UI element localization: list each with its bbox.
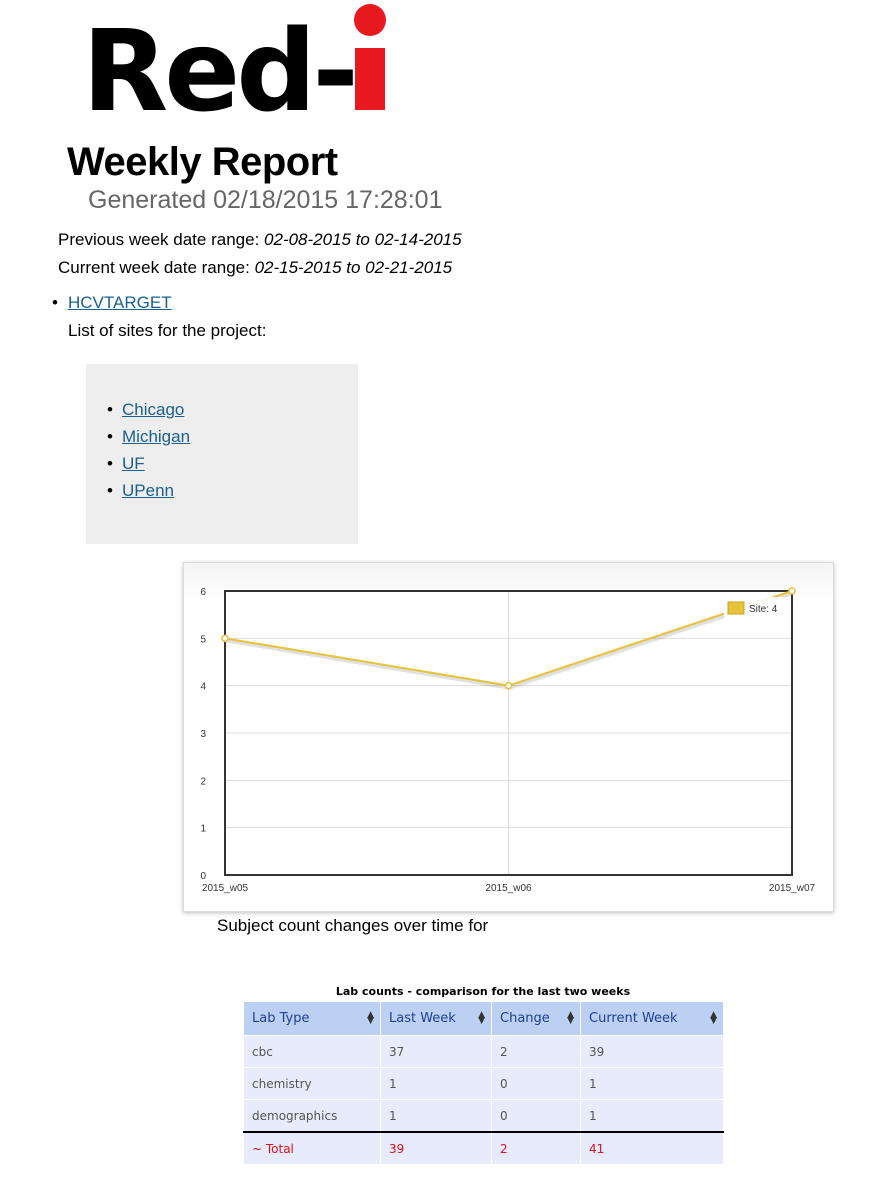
site-link-michigan[interactable]: Michigan [122, 427, 191, 446]
y-tick-label: 1 [200, 824, 206, 835]
sites-panel: • Chicago • Michigan • UF • UPenn [86, 364, 358, 544]
logo-i-stem [355, 48, 385, 110]
cell-change: 0 [491, 1067, 581, 1100]
site-link-uf[interactable]: UF [122, 454, 145, 473]
x-tick-label: 2015_w06 [485, 883, 532, 894]
y-tick-label: 3 [200, 729, 206, 740]
site-link-chicago[interactable]: Chicago [122, 400, 185, 419]
current-week-range: Current week date range: 02-15-2015 to 0… [58, 258, 452, 278]
plot-border [224, 590, 793, 876]
red-i-logo: Red- [82, 4, 386, 118]
table-row: chemistry 1 0 1 [243, 1067, 724, 1100]
page-title: Weekly Report [67, 140, 338, 184]
cell-total-current-week: 41 [580, 1131, 724, 1165]
list-item: • Michigan [107, 427, 191, 446]
table-header-row: Lab Type ▲ ▼ Last Week ▲ ▼ Change ▲ ▼ Current … [243, 1001, 724, 1036]
sort-icon: ▲ ▼ [478, 1010, 485, 1026]
table-caption: Lab counts - comparison for the last two… [335, 985, 631, 998]
cell-last-week: 1 [380, 1067, 492, 1100]
site-link-upenn[interactable]: UPenn [122, 481, 174, 500]
data-point [221, 634, 229, 643]
data-point [788, 587, 796, 595]
cell-lab-type: cbc [243, 1035, 381, 1068]
chart-panel: 0 1 2 3 4 5 6 2015_w05 2015_w06 2015_w07 Site: 4 [183, 562, 834, 912]
data-point [504, 681, 513, 690]
cell-total-change: 2 [491, 1131, 581, 1165]
legend-swatch [727, 601, 745, 615]
column-header-current-week[interactable]: Current Week ▲ ▼ [580, 1001, 724, 1036]
logo-text: Red- [82, 7, 355, 118]
previous-range-label: Previous week date range: [58, 230, 260, 249]
cell-change: 0 [491, 1099, 581, 1133]
logo-i-dot [354, 4, 386, 36]
previous-week-range: Previous week date range: 02-08-2015 to … [58, 230, 462, 250]
sort-icon: ▲ ▼ [567, 1010, 574, 1026]
y-tick-label: 2 [200, 776, 206, 787]
cell-current-week: 39 [580, 1035, 724, 1068]
current-range-label: Current week date range: [58, 258, 250, 277]
list-item: • UF [107, 454, 145, 473]
table-row: cbc 37 2 39 [243, 1035, 724, 1068]
x-tick-label: 2015_w07 [769, 883, 816, 894]
column-header-change[interactable]: Change ▲ ▼ [491, 1001, 581, 1036]
cell-last-week: 37 [380, 1035, 492, 1068]
cell-total-label: ~ Total [243, 1131, 381, 1165]
cell-current-week: 1 [580, 1067, 724, 1100]
column-header-lab-type[interactable]: Lab Type ▲ ▼ [243, 1001, 381, 1036]
x-tick-label: 2015_w05 [202, 883, 249, 894]
table-row: demographics 1 0 1 [243, 1099, 724, 1133]
chart-caption: Subject count changes over time for [217, 916, 489, 935]
cell-lab-type: demographics [243, 1099, 381, 1133]
subject-count-chart: 0 1 2 3 4 5 6 2015_w05 2015_w06 2015_w07 Site: 4 [200, 587, 816, 894]
legend-label: Site: 4 [749, 604, 778, 615]
cell-last-week: 1 [380, 1099, 492, 1133]
generated-timestamp: Generated 02/18/2015 17:28:01 [88, 186, 443, 214]
cell-change: 2 [491, 1035, 581, 1068]
bullet: • [52, 293, 58, 312]
sort-icon: ▲ ▼ [710, 1010, 717, 1026]
cell-lab-type: chemistry [243, 1067, 381, 1100]
y-tick-label: 6 [200, 587, 206, 598]
sites-list: • Chicago • Michigan • UF • UPenn [104, 400, 190, 508]
y-tick-label: 0 [200, 871, 206, 882]
sites-caption: List of sites for the project: [68, 321, 267, 340]
project-link[interactable]: HCVTARGET [68, 293, 172, 312]
lab-counts-table: Lab Type ▲ ▼ Last Week ▲ ▼ Change ▲ ▼ Current … [243, 1001, 724, 1165]
column-header-last-week[interactable]: Last Week ▲ ▼ [380, 1001, 492, 1036]
list-item: • UPenn [107, 481, 174, 500]
table-total-row: ~ Total 39 2 41 [243, 1131, 724, 1165]
y-tick-label: 4 [200, 682, 206, 693]
list-item: • Chicago [107, 400, 185, 419]
current-range-value: 02-15-2015 to 02-21-2015 [254, 258, 453, 277]
y-tick-label: 5 [200, 634, 206, 645]
sort-icon: ▲ ▼ [367, 1010, 374, 1026]
cell-total-last-week: 39 [380, 1131, 492, 1165]
cell-current-week: 1 [580, 1099, 724, 1133]
previous-range-value: 02-08-2015 to 02-14-2015 [264, 230, 462, 249]
